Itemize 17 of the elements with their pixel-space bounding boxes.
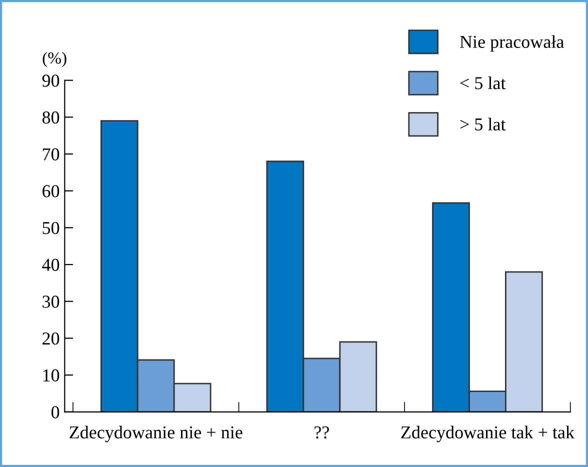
y-tick-label: 70 — [42, 148, 60, 160]
y-tick-label: 60 — [42, 185, 60, 198]
y-tick-label: 0 — [51, 406, 60, 418]
legend-label: Nie pracowała — [460, 35, 564, 52]
y-tick-label: 30 — [42, 296, 60, 308]
legend-label: < 5 lat — [460, 76, 506, 90]
y-axis-title: (%) — [42, 52, 66, 68]
x-tick-label: ?? — [314, 426, 329, 439]
y-tick-label: 10 — [43, 369, 60, 382]
legend-label: > 5 lat — [460, 118, 506, 130]
x-tick-label: Zdecydowanie tak + tak — [401, 426, 575, 442]
x-tick-label: Zdecydowanie nie + nie — [70, 426, 242, 442]
y-tick-label: 50 — [42, 222, 60, 234]
y-tick-label: 40 — [42, 258, 60, 271]
y-tick-label: 20 — [42, 332, 60, 345]
y-tick-label: 90 — [42, 74, 60, 87]
y-tick-label: 80 — [42, 111, 60, 124]
